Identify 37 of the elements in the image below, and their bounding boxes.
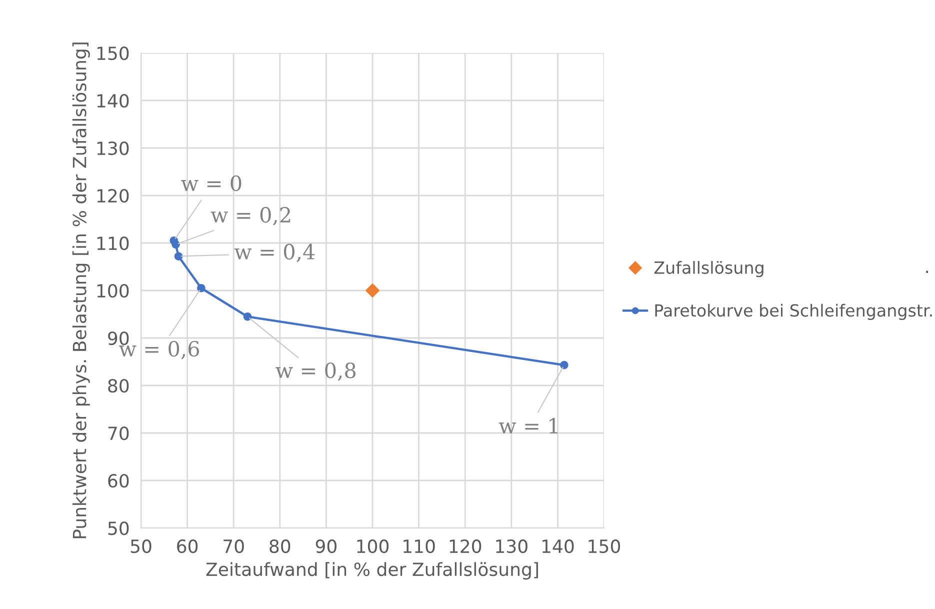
annotation: w = 1 — [498, 418, 558, 434]
x-tick-label: 150 — [588, 539, 620, 554]
point — [197, 284, 206, 292]
y-tick-label: 120 — [97, 188, 129, 203]
x-tick-label: 70 — [224, 539, 244, 554]
y-tick-label: 110 — [97, 236, 129, 250]
annotation: w = 0 — [181, 175, 242, 192]
x-tick-label: 140 — [542, 539, 574, 554]
x-tick-label: 60 — [177, 539, 198, 554]
x-tick-label: 110 — [404, 539, 435, 554]
legend-label: Paretokurve bei Schleifengangstr. — [655, 304, 932, 320]
y-tick-label: 100 — [97, 284, 129, 298]
y-tick-label: 140 — [97, 94, 129, 108]
x-tick-label: 50 — [130, 539, 152, 554]
x-tick-label: 120 — [450, 539, 482, 554]
point — [174, 252, 183, 260]
point — [366, 284, 380, 298]
y-tick-label: 60 — [108, 474, 129, 488]
y-tick-label: 80 — [108, 378, 129, 393]
annotation: w = 0,2 — [210, 206, 290, 226]
x-axis-title: Zeitaufwand [in % der Zufallslösung] — [206, 562, 538, 580]
y-tick-label: 130 — [97, 141, 129, 156]
y-tick-label: 70 — [108, 426, 129, 440]
x-tick-label: 130 — [496, 539, 528, 554]
text: . — [926, 270, 928, 273]
x-tick-label: 90 — [316, 539, 336, 554]
legend-label: Zufallslösung — [654, 261, 764, 278]
y-axis-title: Punktwert der phys. Belastung [in % der Zufallslösung] — [72, 42, 90, 538]
point — [560, 360, 568, 370]
x-tick-label: 100 — [357, 539, 389, 554]
annotation: w = 0,4 — [234, 244, 315, 262]
y-tick-label: 50 — [108, 521, 129, 536]
annotation: w = 0,8 — [276, 362, 356, 381]
y-tick-label: 150 — [97, 46, 129, 60]
point — [172, 240, 180, 249]
x-tick-label: 80 — [270, 539, 290, 554]
point — [243, 312, 252, 321]
